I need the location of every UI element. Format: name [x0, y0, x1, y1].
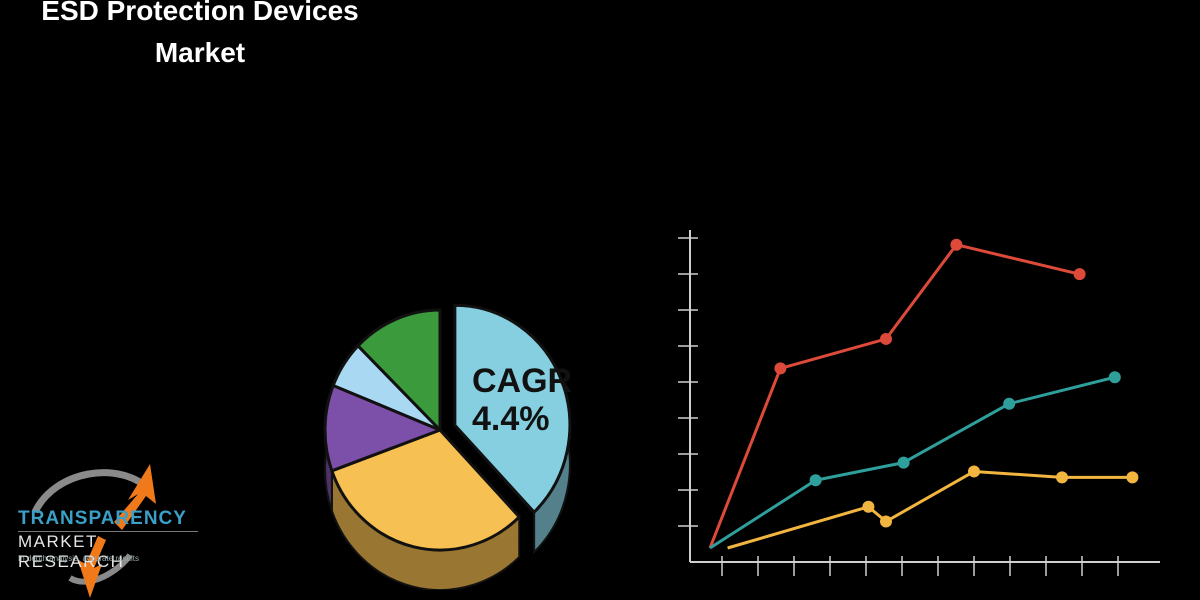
data-point [950, 238, 963, 251]
data-point [1126, 471, 1139, 484]
pie-slice [453, 303, 572, 514]
series-line-1 [708, 243, 1080, 549]
chart-axes [678, 230, 1160, 576]
series-line-3 [727, 469, 1133, 550]
logo-line-2: MARKET RESEARCH [18, 532, 125, 571]
pie-label-cagr: CAGR [472, 362, 572, 400]
pie-slice [356, 308, 442, 432]
data-point [809, 474, 822, 487]
series-line-2 [709, 375, 1116, 550]
pie-slice [323, 383, 442, 473]
data-point [880, 332, 892, 345]
logo-arrow-icon [31, 464, 156, 598]
pie-slice [330, 428, 521, 552]
pie-chart: CAGR 4.4% [323, 303, 572, 590]
logo-line-1: TRANSPARENCY [18, 508, 187, 529]
chart-title: ESD Protection Devices Market [0, 0, 400, 74]
data-point [1073, 268, 1086, 281]
data-point [968, 465, 980, 478]
data-point [880, 515, 892, 528]
logo: TRANSPARENCY MARKET RESEARCH In depth an… [10, 460, 210, 600]
title-line-1: ESD Protection Devices [41, 0, 359, 26]
logo-divider [18, 531, 198, 532]
logo-line-3: In depth analysis, accurate results [18, 554, 139, 563]
data-point [862, 500, 875, 513]
data-point [774, 362, 787, 375]
data-point [1003, 397, 1016, 410]
data-point [897, 456, 910, 469]
data-point [1056, 471, 1068, 484]
pie-label-value: 4.4% [472, 400, 550, 438]
data-point [1108, 371, 1121, 384]
line-chart [678, 230, 1160, 576]
title-line-2: Market [154, 37, 246, 68]
